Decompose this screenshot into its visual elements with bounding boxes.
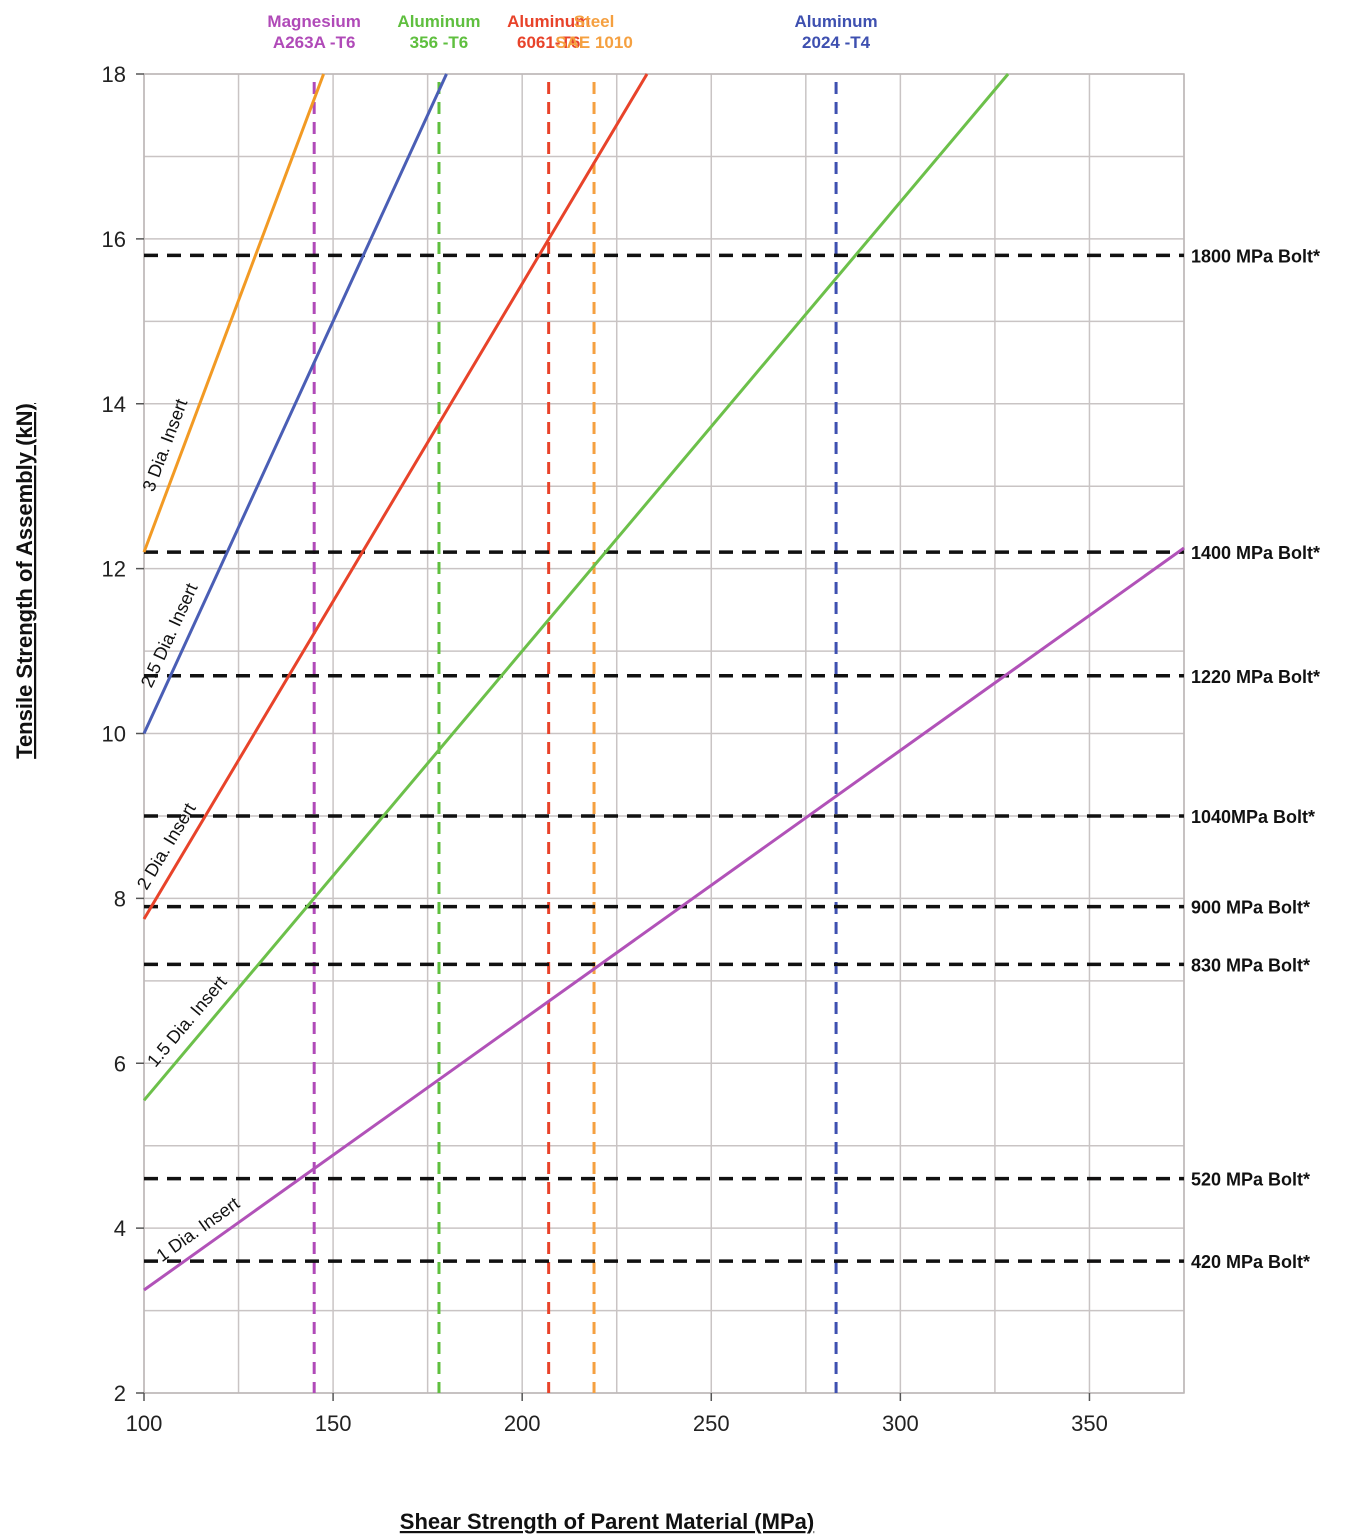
series-line	[142, 73, 448, 735]
y-tick-label: 8	[114, 886, 126, 911]
x-tick-label: 300	[882, 1411, 919, 1436]
bolt-label: 1040MPa Bolt*	[1191, 807, 1315, 827]
y-tick-label: 16	[102, 227, 126, 252]
x-axis-ticks: 100 150 200 250 300 350	[126, 1393, 1108, 1436]
material-label-grade: SAE 1010	[555, 33, 633, 52]
bolt-label: 830 MPa Bolt*	[1191, 955, 1310, 975]
bolt-label: 900 MPa Bolt*	[1191, 898, 1310, 918]
y-tick-label: 14	[102, 392, 126, 417]
bolt-label: 420 MPa Bolt*	[1191, 1252, 1310, 1272]
x-tick-label: 100	[126, 1411, 163, 1436]
bolt-label: 1220 MPa Bolt*	[1191, 667, 1320, 687]
material-label-name: Magnesium	[267, 12, 361, 31]
series-line	[142, 73, 326, 553]
insert-label: 2.5 Dia. Insert	[137, 580, 202, 690]
material-label-name: Aluminum	[397, 12, 480, 31]
x-tick-label: 350	[1071, 1411, 1108, 1436]
x-tick-label: 200	[504, 1411, 541, 1436]
bolt-reference-lines: 1800 MPa Bolt* 1400 MPa Bolt* 1220 MPa Bol…	[144, 246, 1320, 1272]
y-tick-label: 2	[114, 1381, 126, 1406]
x-tick-label: 250	[693, 1411, 730, 1436]
bolt-label: 1400 MPa Bolt*	[1191, 543, 1320, 563]
y-axis-title: Tensile Strength of Assembly (kN)	[12, 403, 37, 759]
x-tick-label: 150	[315, 1411, 352, 1436]
y-tick-label: 6	[114, 1051, 126, 1076]
material-label-grade: 2024 -T4	[802, 33, 871, 52]
series-line	[142, 73, 1010, 1102]
bolt-label: 1800 MPa Bolt*	[1191, 246, 1320, 266]
material-label-grade: A263A -T6	[273, 33, 356, 52]
y-tick-label: 4	[114, 1216, 126, 1241]
x-axis-title: Shear Strength of Parent Material (MPa)	[400, 1509, 814, 1534]
material-label-name: Aluminum	[507, 12, 590, 31]
series-line	[142, 73, 649, 920]
y-tick-label: 10	[102, 722, 126, 747]
material-label-grade: 6061-T6	[517, 33, 580, 52]
insert-series	[142, 73, 1185, 1292]
material-label-name: Aluminum	[795, 12, 878, 31]
material-label-grade: 356 -T6	[410, 33, 469, 52]
series-line	[143, 546, 1185, 1292]
grid	[143, 73, 1185, 1394]
material-label-name: Steel	[574, 12, 615, 31]
y-tick-label: 12	[102, 557, 126, 582]
material-reference-lines: Magnesium A263A -T6 Aluminum 356 -T6 Aluminu…	[267, 12, 878, 1393]
y-axis-ticks: 2 4 6 8 10 12 14 16 18	[102, 62, 144, 1406]
insert-label: 1.5 Dia. Insert	[143, 972, 230, 1071]
y-tick-label: 18	[102, 62, 126, 87]
bolt-label: 520 MPa Bolt*	[1191, 1170, 1310, 1190]
